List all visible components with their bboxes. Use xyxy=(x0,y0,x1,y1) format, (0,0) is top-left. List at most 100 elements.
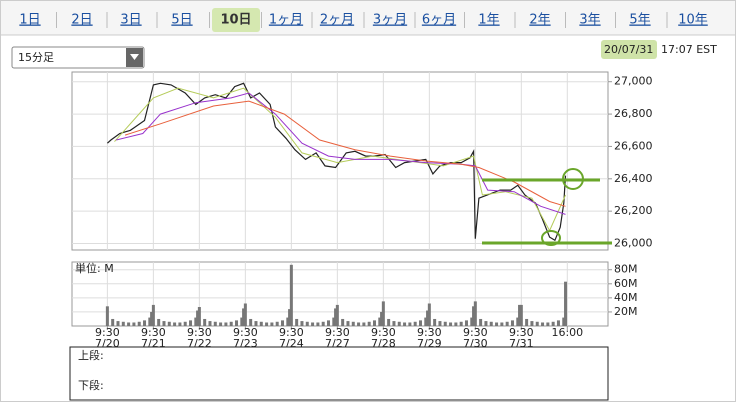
tab[interactable]: 2日 xyxy=(71,13,92,28)
y-tick-label: 27,000 xyxy=(614,75,653,88)
x-tick-label: 16:00 xyxy=(551,326,583,339)
volume-bar xyxy=(316,322,320,326)
volume-unit: 単位: M xyxy=(75,261,114,275)
tab-bar xyxy=(1,1,735,35)
active-tab-bg xyxy=(212,8,260,32)
volume-bar xyxy=(381,301,385,326)
annotation-circle xyxy=(541,230,561,246)
volume-bar xyxy=(367,321,371,326)
volume-bar xyxy=(311,322,315,326)
tab[interactable]: 1年 xyxy=(478,13,499,28)
moving-average-line xyxy=(116,92,566,215)
volume-bar xyxy=(403,322,407,326)
volume-bar xyxy=(459,321,463,326)
volume-bar xyxy=(518,304,522,326)
volume-bar xyxy=(203,318,207,326)
y-tick-label: 20M xyxy=(614,305,638,318)
y-tick-label: 26,600 xyxy=(614,139,653,152)
volume-bar xyxy=(426,310,430,326)
x-tick-label: 9:30 xyxy=(141,326,166,339)
volume-bar xyxy=(151,304,155,326)
volume-bar xyxy=(454,322,458,326)
tab[interactable]: 5日 xyxy=(171,13,192,28)
volume-bar xyxy=(254,321,258,326)
legend-box xyxy=(69,346,609,401)
tab[interactable]: 1日 xyxy=(19,13,40,28)
tab[interactable]: 2年 xyxy=(529,13,550,28)
volume-bar xyxy=(392,321,396,326)
volume-bar xyxy=(334,308,338,326)
volume-bar xyxy=(270,322,274,326)
volume-bar xyxy=(519,304,523,326)
volume-bar xyxy=(438,321,442,326)
x-tick-label: 9:30 xyxy=(187,326,212,339)
volume-bar xyxy=(464,320,468,326)
volume-bar xyxy=(362,322,366,326)
volume-bar xyxy=(327,320,331,326)
volume-bar xyxy=(121,321,125,326)
volume-bar xyxy=(546,322,550,326)
legend-upper-label: 上段: xyxy=(78,348,104,362)
volume-bar xyxy=(516,317,520,326)
volume-bar xyxy=(424,317,428,326)
volume-bar xyxy=(111,318,115,326)
tab-separator xyxy=(209,12,210,28)
volume-bar xyxy=(525,318,529,326)
volume-bar xyxy=(242,308,246,326)
volume-bar xyxy=(305,321,309,326)
volume-bar xyxy=(189,320,193,326)
volume-bar xyxy=(495,322,499,326)
volume-bar xyxy=(479,318,483,326)
volume-bar xyxy=(235,320,239,326)
x-tick-label: 9:30 xyxy=(371,326,396,339)
annotation-circle xyxy=(562,168,584,190)
x-tick-label: 9:30 xyxy=(325,326,350,339)
volume-bar xyxy=(500,322,504,326)
tab-separator xyxy=(156,12,158,28)
volume-bar xyxy=(341,318,345,326)
tab[interactable]: 3ヶ月 xyxy=(373,13,407,28)
volume-bar xyxy=(418,320,422,326)
tab[interactable]: 5年 xyxy=(629,13,650,28)
price-line xyxy=(106,82,567,242)
y-tick-label: 60M xyxy=(614,277,638,290)
x-tick-label: 9:30 xyxy=(509,326,534,339)
tab[interactable]: 3年 xyxy=(579,13,600,28)
y-tick-label: 26,200 xyxy=(614,204,653,217)
volume-bar xyxy=(213,321,217,326)
volume-bar xyxy=(556,320,560,326)
volume-bar xyxy=(357,322,361,326)
volume-bar xyxy=(427,303,431,326)
volume-bar xyxy=(143,320,147,326)
volume-bar xyxy=(196,310,200,326)
volume-bar xyxy=(484,321,488,326)
interval-dropdown[interactable] xyxy=(11,46,145,69)
volume-bar xyxy=(564,281,568,326)
tab[interactable]: 10年 xyxy=(678,13,708,28)
y-tick-label: 26,400 xyxy=(614,172,653,185)
volume-bar xyxy=(116,321,120,326)
tab[interactable]: 2ヶ月 xyxy=(320,13,354,28)
volume-bar xyxy=(249,318,253,326)
volume-bar xyxy=(505,321,509,326)
moving-average-line xyxy=(114,87,566,232)
tab[interactable]: 10日 xyxy=(220,13,251,28)
volume-bar xyxy=(321,321,325,326)
volume-bar xyxy=(535,321,539,326)
volume-bar xyxy=(288,309,292,326)
x-tick-label: 9:30 xyxy=(279,326,304,339)
volume-bar xyxy=(286,317,290,326)
volume-bar xyxy=(197,307,201,326)
volume-bar xyxy=(178,322,182,326)
tab[interactable]: 3日 xyxy=(120,13,141,28)
tab-separator xyxy=(363,12,365,28)
volume-bar xyxy=(194,317,198,326)
volume-bar xyxy=(240,317,244,326)
tab[interactable]: 6ヶ月 xyxy=(422,13,456,28)
tab[interactable]: 1ヶ月 xyxy=(269,13,303,28)
y-tick-label: 26,800 xyxy=(614,107,653,120)
volume-bar xyxy=(229,321,233,326)
tab-separator xyxy=(106,12,108,28)
tab-separator xyxy=(261,12,262,28)
